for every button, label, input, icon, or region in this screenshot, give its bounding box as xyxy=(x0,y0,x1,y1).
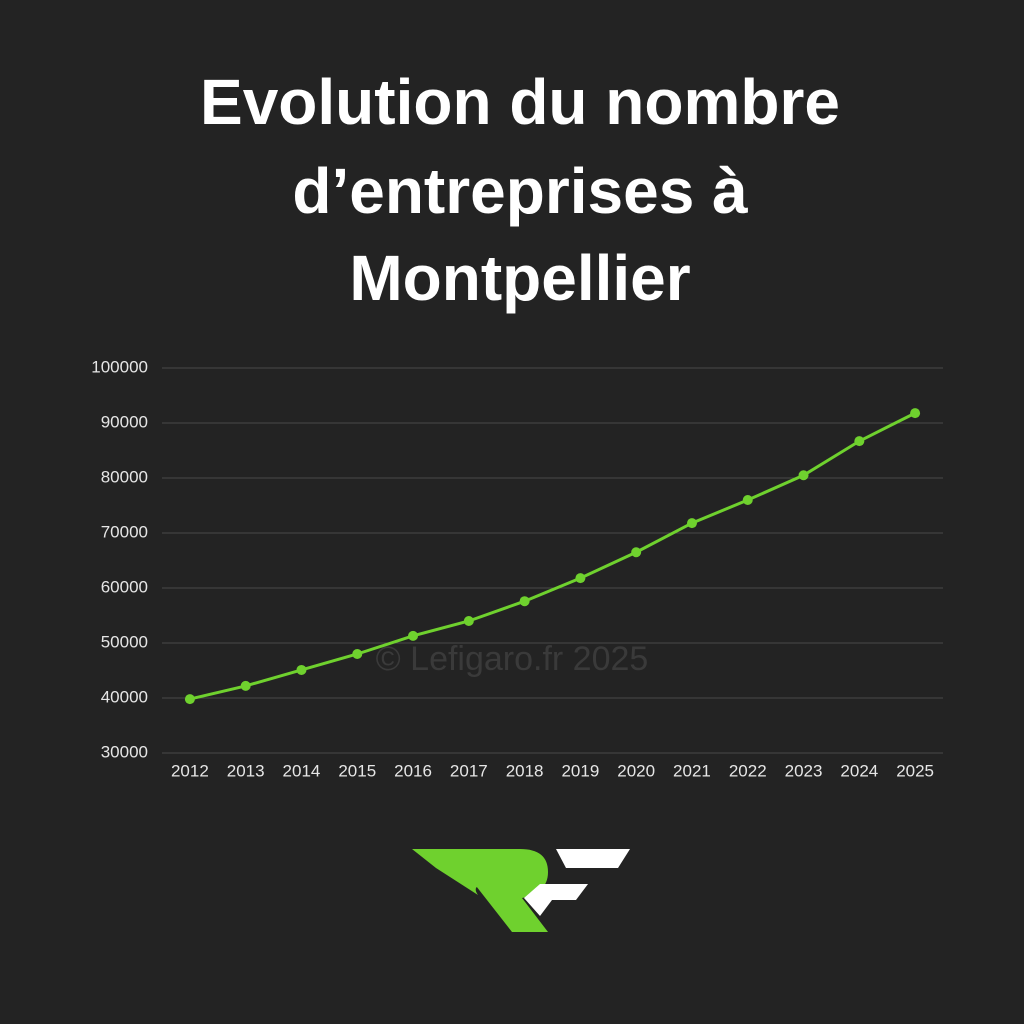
chart-title: Evolution du nombre xyxy=(200,66,840,138)
x-tick-label: 2017 xyxy=(450,761,488,780)
x-tick-label: 2018 xyxy=(506,761,544,780)
x-tick-label: 2020 xyxy=(617,761,655,780)
y-tick-label: 100000 xyxy=(91,357,148,376)
point xyxy=(463,616,474,626)
y-tick-label: 50000 xyxy=(101,632,148,651)
y-tick-label: 30000 xyxy=(101,742,148,761)
x-tick-label: 2023 xyxy=(785,761,823,780)
y-tick-label: 90000 xyxy=(101,412,148,431)
point xyxy=(240,680,251,691)
point xyxy=(352,649,363,659)
x-tick-label: 2025 xyxy=(896,761,934,780)
point xyxy=(575,573,586,584)
x-tick-label: 2012 xyxy=(171,761,209,780)
point xyxy=(519,596,530,607)
point xyxy=(854,436,865,447)
point xyxy=(631,547,642,558)
x-tick-label: 2013 xyxy=(227,761,265,780)
x-tick-label: 2024 xyxy=(840,761,878,780)
y-tick-label: 70000 xyxy=(101,522,148,541)
point xyxy=(742,495,753,505)
x-tick-label: 2019 xyxy=(561,761,599,780)
x-tick-label: 2014 xyxy=(283,761,321,780)
y-tick-label: 60000 xyxy=(101,577,148,596)
line xyxy=(189,411,916,701)
logo xyxy=(412,849,630,932)
point xyxy=(184,694,195,705)
x-tick-label: 2016 xyxy=(394,761,432,780)
y-tick-label: 40000 xyxy=(101,687,148,706)
chart-title-highlight: Montpellier xyxy=(349,242,690,314)
point xyxy=(798,470,809,481)
x-tick-label: 2022 xyxy=(729,761,767,780)
point xyxy=(910,408,921,419)
watermark: © Lefigaro.fr 2025 xyxy=(376,640,649,678)
point xyxy=(296,664,307,675)
x-tick-label: 2015 xyxy=(338,761,376,780)
x-tick-label: 2021 xyxy=(673,761,711,780)
point xyxy=(686,518,697,529)
chart-title: d’entreprises à xyxy=(292,155,748,227)
logo-f xyxy=(524,849,630,916)
logo-r xyxy=(412,849,548,932)
point xyxy=(408,630,419,641)
y-tick-label: 80000 xyxy=(101,467,148,486)
